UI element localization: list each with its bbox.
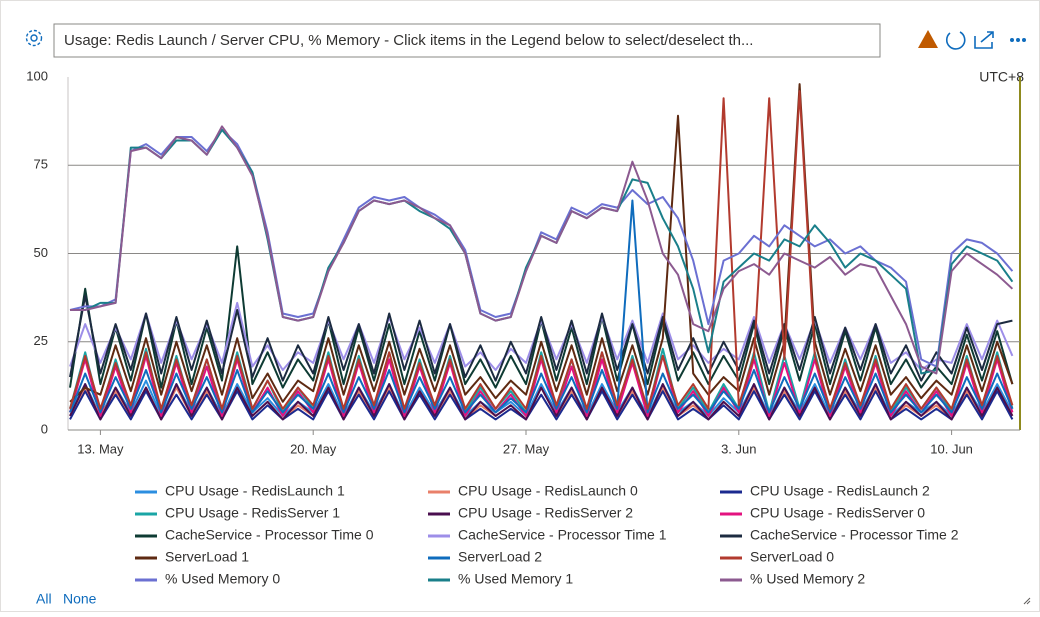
legend: CPU Usage - RedisLaunch 1 CPU Usage - Red… (135, 483, 959, 587)
legend-item[interactable]: CPU Usage - RedisServer 0 (720, 505, 925, 521)
share-icon[interactable] (974, 31, 994, 49)
refresh-icon[interactable] (945, 31, 966, 50)
y-tick-label: 0 (41, 421, 48, 436)
legend-label: CPU Usage - RedisLaunch 1 (165, 483, 345, 499)
legend-item[interactable]: % Used Memory 2 (720, 571, 865, 587)
y-tick-label: 100 (26, 68, 48, 83)
legend-label: ServerLoad 0 (750, 549, 834, 565)
series-line (69, 379, 1014, 417)
more-icon[interactable] (1010, 38, 1026, 42)
legend-label: CPU Usage - RedisServer 1 (165, 505, 340, 521)
legend-label: % Used Memory 2 (750, 571, 865, 587)
y-tick-label: 50 (34, 245, 48, 260)
x-tick-label: 3. Jun (721, 441, 756, 456)
legend-item[interactable]: ServerLoad 2 (428, 549, 542, 565)
legend-item[interactable]: ServerLoad 1 (135, 549, 249, 565)
settings-icon[interactable] (25, 29, 43, 47)
legend-item[interactable]: ServerLoad 0 (720, 549, 834, 565)
legend-item[interactable]: % Used Memory 0 (135, 571, 280, 587)
series-line (69, 83, 1014, 403)
legend-item[interactable]: CPU Usage - RedisLaunch 1 (135, 483, 345, 499)
legend-item[interactable]: CPU Usage - RedisServer 2 (428, 505, 633, 521)
warning-icon[interactable] (918, 30, 938, 48)
y-tick-label: 75 (34, 157, 48, 172)
plot: 0 25 50 75 100 13. May 20. May 27. May 3. Jun 10.… (26, 68, 1020, 456)
legend-label: CPU Usage - RedisLaunch 0 (458, 483, 638, 499)
legend-label: % Used Memory 1 (458, 571, 573, 587)
series-line (69, 90, 1014, 410)
legend-item[interactable]: CPU Usage - RedisLaunch 2 (720, 483, 930, 499)
resize-handle (1023, 597, 1031, 605)
legend-label: CPU Usage - RedisLaunch 2 (750, 483, 930, 499)
legend-label: CacheService - Processor Time 1 (458, 527, 667, 543)
legend-label: ServerLoad 2 (458, 549, 542, 565)
y-tick-label: 25 (34, 333, 48, 348)
chart-title: Usage: Redis Launch / Server CPU, % Memo… (64, 32, 753, 49)
legend-item[interactable]: % Used Memory 1 (428, 571, 573, 587)
legend-label: CPU Usage - RedisServer 0 (750, 505, 925, 521)
x-tick-label: 27. May (503, 441, 550, 456)
legend-item[interactable]: CPU Usage - RedisLaunch 0 (428, 483, 638, 499)
select-all[interactable]: All (36, 591, 52, 607)
legend-label: CPU Usage - RedisServer 2 (458, 505, 633, 521)
series-line (70, 125, 1014, 375)
legend-item[interactable]: CacheService - Processor Time 2 (720, 527, 959, 543)
x-tick-label: 13. May (77, 441, 124, 456)
series-line (69, 294, 1013, 382)
series-line (69, 383, 1014, 421)
x-tick-label: 20. May (290, 441, 337, 456)
legend-item[interactable]: CacheService - Processor Time 1 (428, 527, 667, 543)
select-none[interactable]: None (63, 591, 97, 607)
timezone-label: UTC+8 (979, 69, 1024, 85)
legend-label: CacheService - Processor Time 2 (750, 527, 959, 543)
legend-item[interactable]: CPU Usage - RedisServer 1 (135, 505, 340, 521)
legend-item[interactable]: CacheService - Processor Time 0 (135, 527, 374, 543)
title-box (53, 23, 881, 58)
legend-label: ServerLoad 1 (165, 549, 249, 565)
series-line (69, 199, 1014, 414)
x-tick-label: 10. Jun (930, 441, 973, 456)
legend-label: % Used Memory 0 (165, 571, 280, 587)
legend-label: CacheService - Processor Time 0 (165, 527, 374, 543)
